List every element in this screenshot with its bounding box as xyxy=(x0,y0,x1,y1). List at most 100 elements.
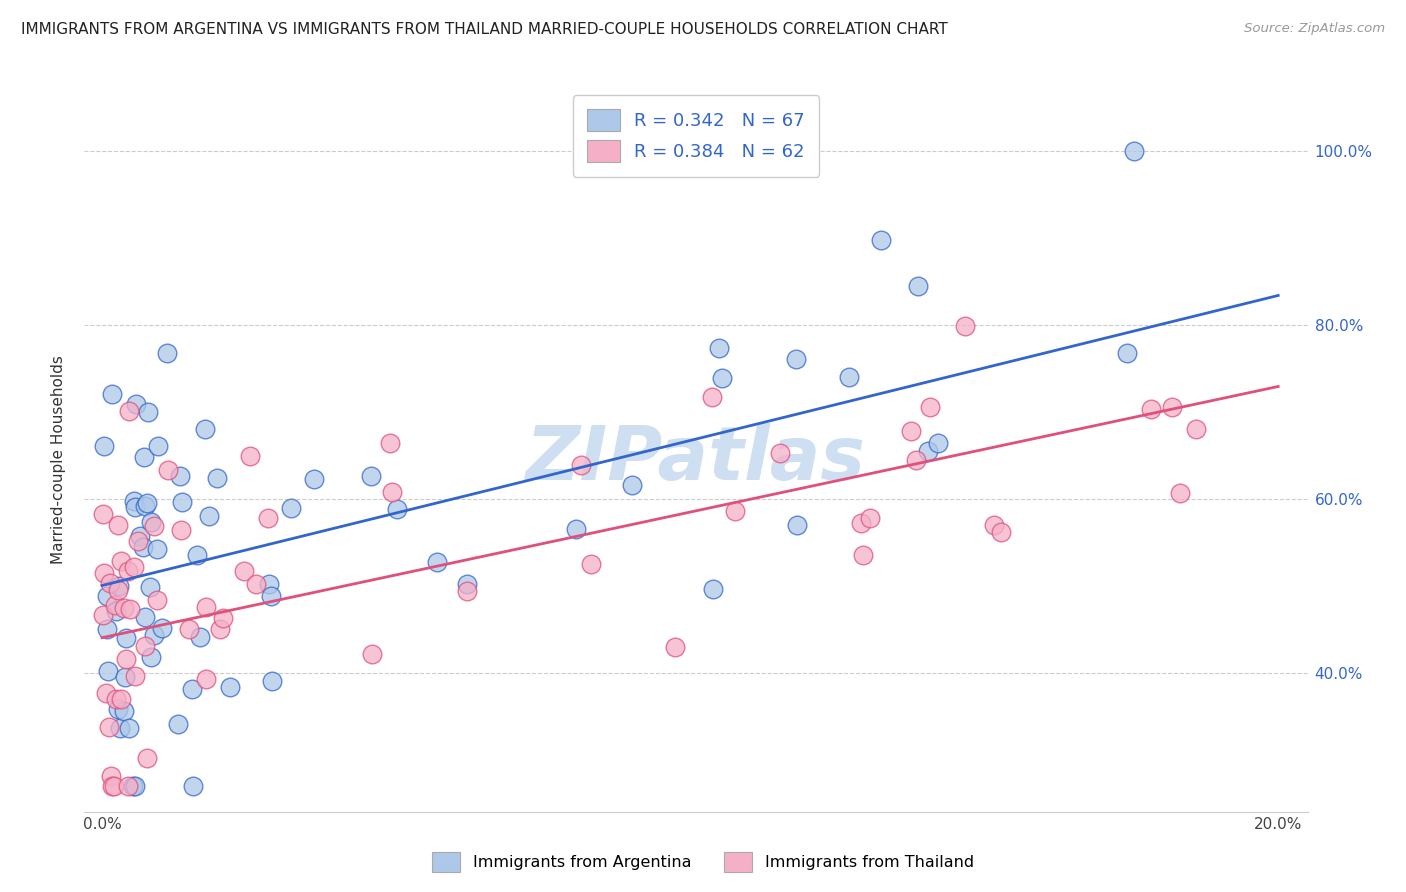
Point xyxy=(101,779,124,793)
Point xyxy=(194,422,217,436)
Point xyxy=(181,779,204,793)
Point xyxy=(920,401,942,415)
Legend: Immigrants from Argentina, Immigrants from Thailand: Immigrants from Argentina, Immigrants fr… xyxy=(423,844,983,880)
Point xyxy=(112,601,135,615)
Point xyxy=(110,692,132,706)
Point xyxy=(239,449,262,463)
Point xyxy=(124,668,146,682)
Point xyxy=(145,542,167,557)
Point xyxy=(927,436,949,450)
Point xyxy=(138,580,160,594)
Point xyxy=(135,496,157,510)
Point xyxy=(569,458,592,473)
Legend: R = 0.342   N = 67, R = 0.384   N = 62: R = 0.342 N = 67, R = 0.384 N = 62 xyxy=(572,95,820,177)
Point xyxy=(121,779,143,793)
Point xyxy=(96,589,118,603)
Point xyxy=(983,518,1005,533)
Point xyxy=(177,622,200,636)
Point xyxy=(245,576,267,591)
Point xyxy=(900,424,922,438)
Point xyxy=(169,523,191,537)
Point xyxy=(136,751,159,765)
Point xyxy=(139,515,162,529)
Point xyxy=(621,477,644,491)
Point xyxy=(156,463,179,477)
Point xyxy=(188,630,211,644)
Point xyxy=(122,559,145,574)
Point xyxy=(195,673,218,687)
Point xyxy=(166,716,188,731)
Point xyxy=(838,369,860,384)
Point xyxy=(724,503,747,517)
Point xyxy=(711,371,734,385)
Point xyxy=(707,341,730,355)
Text: IMMIGRANTS FROM ARGENTINA VS IMMIGRANTS FROM THAILAND MARRIED-COUPLE HOUSEHOLDS : IMMIGRANTS FROM ARGENTINA VS IMMIGRANTS … xyxy=(21,22,948,37)
Point xyxy=(143,519,166,533)
Point xyxy=(905,453,928,467)
Point xyxy=(859,511,882,525)
Point xyxy=(385,501,408,516)
Point xyxy=(257,576,280,591)
Point xyxy=(114,670,136,684)
Point xyxy=(124,500,146,514)
Point xyxy=(852,548,875,562)
Point xyxy=(456,576,478,591)
Point xyxy=(907,279,929,293)
Y-axis label: Married-couple Households: Married-couple Households xyxy=(51,355,66,564)
Point xyxy=(96,622,118,636)
Point xyxy=(97,720,120,734)
Point xyxy=(124,779,146,793)
Point xyxy=(107,518,129,533)
Point xyxy=(122,494,145,508)
Point xyxy=(110,554,132,568)
Point xyxy=(114,652,136,666)
Point xyxy=(1185,422,1208,436)
Point xyxy=(134,610,156,624)
Point xyxy=(260,674,283,689)
Point xyxy=(194,600,217,615)
Point xyxy=(107,582,129,597)
Point xyxy=(209,623,232,637)
Point xyxy=(180,681,202,696)
Point xyxy=(104,691,127,706)
Point xyxy=(198,509,221,524)
Point xyxy=(103,779,125,793)
Point xyxy=(115,631,138,645)
Point xyxy=(257,510,280,524)
Point xyxy=(769,446,792,460)
Point xyxy=(260,590,283,604)
Point xyxy=(870,233,893,247)
Point xyxy=(785,352,807,367)
Point xyxy=(917,444,939,458)
Point xyxy=(146,439,169,453)
Point xyxy=(1168,486,1191,500)
Text: ZIPatlas: ZIPatlas xyxy=(526,423,866,496)
Point xyxy=(112,704,135,718)
Point xyxy=(456,583,478,598)
Point xyxy=(118,403,141,417)
Point xyxy=(990,524,1012,539)
Point xyxy=(117,779,139,793)
Point xyxy=(103,598,125,612)
Point xyxy=(150,621,173,635)
Point xyxy=(98,576,121,591)
Point xyxy=(664,640,686,654)
Point xyxy=(955,318,977,333)
Point xyxy=(205,471,228,485)
Point xyxy=(702,582,724,597)
Point xyxy=(143,627,166,641)
Point xyxy=(105,604,128,618)
Point xyxy=(302,472,325,486)
Point xyxy=(110,721,132,735)
Point xyxy=(212,611,235,625)
Point xyxy=(579,558,602,572)
Point xyxy=(786,518,808,533)
Point xyxy=(280,500,302,515)
Point xyxy=(100,769,122,783)
Point xyxy=(1115,346,1137,360)
Point xyxy=(565,522,588,536)
Point xyxy=(169,469,191,483)
Point xyxy=(132,540,155,554)
Point xyxy=(1140,401,1163,416)
Point xyxy=(117,564,139,578)
